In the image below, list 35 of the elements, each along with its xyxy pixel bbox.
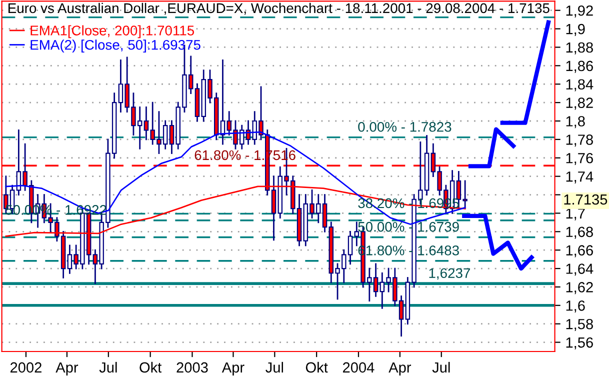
x-tick-label: Jul bbox=[432, 362, 450, 373]
y-tick-label: 1,74 bbox=[566, 172, 594, 184]
y-tick-label: 1,6 bbox=[566, 300, 585, 313]
y-tick-label: 1,66 bbox=[566, 245, 593, 258]
legend-label: EMA1[Close, 200]:1.70115 bbox=[30, 25, 194, 38]
annotation: 50.00% - 1.6739 bbox=[358, 222, 459, 232]
x-tick-label: Apr bbox=[56, 362, 78, 376]
y-tick-label: 1,9 bbox=[566, 24, 585, 36]
text: 1.7135 bbox=[564, 194, 608, 205]
annotation: 0.00% - 1.7823 bbox=[358, 122, 452, 132]
legend-label: EMA(2) [Close, 50]:1.69375 bbox=[30, 40, 200, 53]
x-tick-label: 2002 bbox=[10, 362, 42, 373]
chart-title: Euro vs Australian Dollar ,EURAUD=X, Wochenchart - 18.11.2001 - 29.08.2004 - 1.7135 bbox=[8, 2, 550, 15]
x-tick-label: Jul bbox=[266, 362, 284, 373]
x-tick-label: Apr bbox=[388, 362, 412, 376]
y-tick-label: 1,84 bbox=[566, 79, 594, 92]
x-tick-label: Apr bbox=[222, 362, 244, 376]
y-tick-label: 1,86 bbox=[566, 60, 593, 73]
y-tick-label: 1,92 bbox=[566, 5, 593, 18]
y-tick-label: 1,8 bbox=[566, 116, 585, 128]
x-tick-label: Jul bbox=[99, 362, 117, 373]
y-tick-label: 1,62 bbox=[566, 282, 593, 294]
y-tick-label: 1,68 bbox=[566, 226, 593, 239]
y-tick-label: 1,82 bbox=[566, 98, 593, 110]
y-tick-label: 1,64 bbox=[566, 264, 594, 276]
x-tick-label: Okt bbox=[140, 362, 162, 373]
y-tick-label: 1,58 bbox=[566, 318, 593, 331]
y-tick-label: 1,78 bbox=[566, 134, 593, 147]
annotation: 1,6237 bbox=[429, 268, 470, 280]
y-tick-label: 1,56 bbox=[566, 337, 593, 350]
x-tick-label: Okt bbox=[306, 362, 328, 373]
y-tick-label: 1,88 bbox=[566, 42, 593, 54]
x-tick-label: 2003 bbox=[176, 362, 208, 373]
y-tick-label: 1,76 bbox=[566, 152, 593, 166]
x-tick-label: 2004 bbox=[342, 362, 374, 373]
